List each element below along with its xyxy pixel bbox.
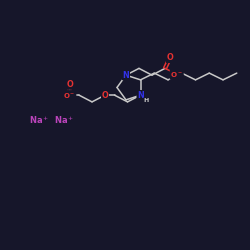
Text: O$^-$: O$^-$: [63, 91, 76, 100]
Text: N: N: [137, 91, 144, 100]
Text: Na$^+$: Na$^+$: [28, 114, 49, 126]
Text: Na$^+$: Na$^+$: [54, 114, 74, 126]
Text: O: O: [66, 80, 73, 89]
Text: H: H: [144, 98, 149, 103]
Text: O: O: [102, 91, 108, 100]
Text: N: N: [122, 71, 129, 80]
Text: O$^-$: O$^-$: [170, 70, 183, 79]
Text: O: O: [166, 54, 173, 62]
